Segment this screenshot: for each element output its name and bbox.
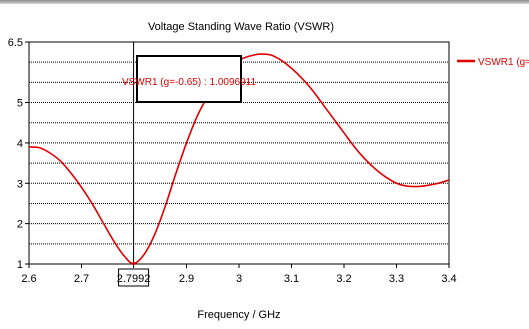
x-tick-label: 3.4 <box>441 273 456 285</box>
x-tick-label: 2.9 <box>179 273 194 285</box>
x-axis-label: Frequency / GHz <box>197 309 280 321</box>
marker-point <box>131 262 136 266</box>
y-tick-label: 1 <box>17 259 23 271</box>
x-tick-label: 3 <box>236 273 242 285</box>
marker-annotation-text: VSWR1 (g=-0.65) : 1.0096911 <box>122 77 256 88</box>
y-tick-label: 5 <box>17 98 23 110</box>
y-tick-label: 4 <box>17 138 23 150</box>
chart-title: Voltage Standing Wave Ratio (VSWR) <box>148 21 334 33</box>
y-tick-label: 3 <box>17 178 23 190</box>
x-tick-label: 3.2 <box>336 273 351 285</box>
y-tick-label: 2 <box>17 219 23 231</box>
x-tick-label: 3.3 <box>389 273 404 285</box>
x-tick-label: 2.7 <box>74 273 89 285</box>
frequency-marker[interactable]: VSWR1 (g=-0.65) : 1.0096911 <box>118 42 257 287</box>
y-tick-label: 6.5 <box>8 37 23 49</box>
marker-annotation-box <box>136 55 242 103</box>
window-top-border <box>0 0 529 4</box>
x-tick-label: 2.7992 <box>117 273 151 285</box>
legend-label: VSWR1 (g=-0.65) <box>478 57 529 68</box>
axes: 1 2 3 4 5 6.5 2.6 2.7 2.7992 2.9 3 3.1 3.2 3.3 3.4 <box>8 37 457 285</box>
x-tick-label: 2.6 <box>21 273 36 285</box>
x-tick-label: 3.1 <box>284 273 299 285</box>
marker-x-label-box <box>118 268 150 287</box>
legend: VSWR1 (g=-0.65) <box>457 57 529 68</box>
grid-lines <box>29 61 449 245</box>
